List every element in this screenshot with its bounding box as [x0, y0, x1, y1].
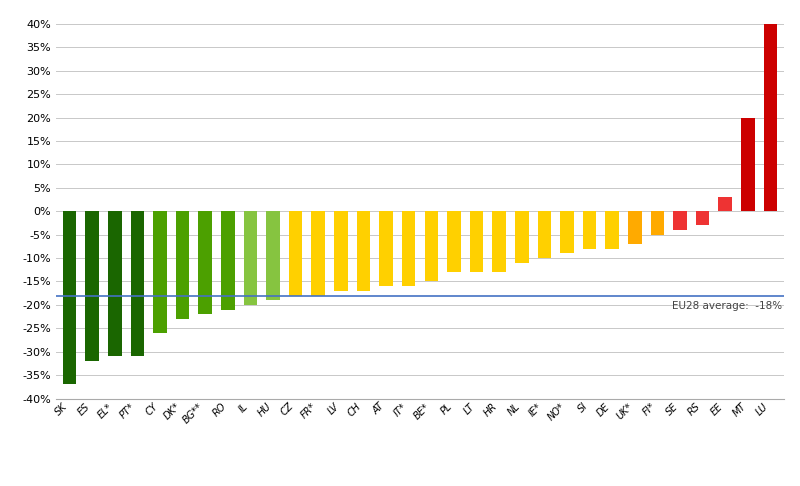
Bar	[718, 197, 732, 211]
Bar	[560, 211, 574, 253]
Bar	[515, 211, 529, 263]
Bar	[650, 211, 664, 235]
Bar	[62, 211, 76, 384]
Bar	[289, 211, 302, 295]
Bar	[492, 211, 506, 272]
Bar	[357, 211, 370, 291]
Bar	[334, 211, 348, 291]
Bar	[86, 211, 99, 361]
Bar	[379, 211, 393, 286]
Bar	[154, 211, 166, 333]
Bar	[198, 211, 212, 314]
Bar	[628, 211, 642, 244]
Bar	[538, 211, 551, 258]
Bar	[176, 211, 190, 319]
Bar	[674, 211, 686, 230]
Bar	[425, 211, 438, 281]
Text: EU28 average:  -18%: EU28 average: -18%	[672, 301, 782, 311]
Bar	[108, 211, 122, 356]
Bar	[311, 211, 325, 295]
Bar	[582, 211, 596, 249]
Bar	[606, 211, 619, 249]
Bar	[764, 24, 778, 211]
Bar	[221, 211, 234, 310]
Bar	[402, 211, 415, 286]
Bar	[244, 211, 258, 305]
Bar	[470, 211, 483, 272]
Bar	[266, 211, 280, 300]
Bar	[130, 211, 144, 356]
Bar	[696, 211, 710, 226]
Bar	[447, 211, 461, 272]
Bar	[741, 118, 754, 211]
